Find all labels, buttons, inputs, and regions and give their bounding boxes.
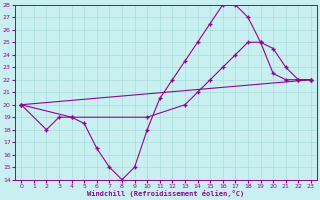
X-axis label: Windchill (Refroidissement éolien,°C): Windchill (Refroidissement éolien,°C) bbox=[87, 190, 245, 197]
